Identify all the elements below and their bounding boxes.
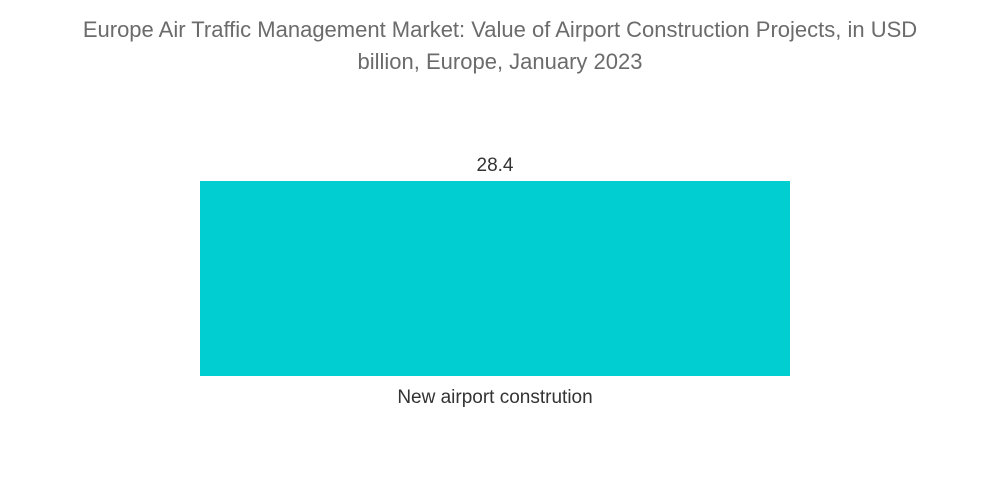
bar-0: [200, 181, 790, 376]
bar-value-label-0: 28.4: [477, 155, 514, 176]
chart-title: Europe Air Traffic Management Market: Va…: [0, 14, 1000, 78]
category-label-0: New airport constrution: [397, 387, 592, 408]
labels-group: 28.4 New airport constrution: [397, 155, 592, 408]
chart-title-line-2: billion, Europe, January 2023: [357, 49, 643, 74]
chart-title-line-1: Europe Air Traffic Management Market: Va…: [82, 17, 918, 42]
bars-group: [200, 181, 790, 376]
